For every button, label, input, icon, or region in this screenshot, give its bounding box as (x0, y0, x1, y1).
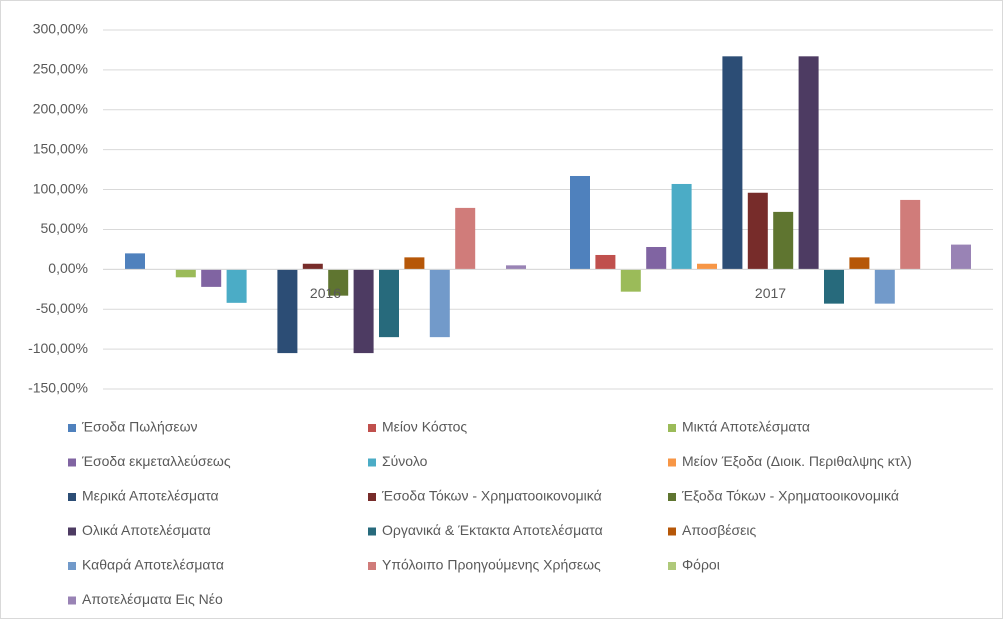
legend-swatch (368, 424, 376, 432)
y-tick-label: 250,00% (33, 61, 88, 77)
legend-label: Έσοδα εκμεταλλεύσεως (81, 453, 231, 469)
legend-label: Αποτελέσματα Εις Νέο (82, 591, 223, 607)
bar (697, 263, 717, 270)
bar (849, 257, 870, 270)
y-tick-label: -50,00% (36, 300, 88, 316)
bar (277, 269, 298, 354)
bar (824, 269, 844, 304)
bar (595, 254, 616, 270)
bar (125, 253, 145, 270)
y-tick-label: -150,00% (28, 380, 88, 396)
legend-label: Αποσβέσεις (682, 522, 757, 538)
legend-label: Καθαρά Αποτελέσματα (82, 557, 224, 573)
bar (175, 269, 196, 278)
legend-label: Έσοδα Τόκων - Χρηματοοικονομικά (381, 488, 602, 504)
legend-swatch (668, 527, 676, 536)
bar (798, 56, 819, 270)
legend-label: Ολικά Αποτελέσματα (82, 522, 211, 538)
legend-label: Σύνολο (382, 453, 428, 469)
bar (353, 269, 374, 354)
y-tick-label: 100,00% (33, 180, 88, 196)
y-tick-label: 200,00% (33, 100, 88, 116)
legend-swatch (68, 527, 76, 536)
legend-swatch (668, 424, 676, 432)
bar (570, 175, 590, 270)
legend-swatch (368, 458, 376, 467)
bar (328, 269, 349, 296)
bar (671, 183, 692, 270)
legend-swatch (68, 458, 76, 467)
legend-swatch (68, 493, 76, 501)
legend-swatch (368, 493, 376, 501)
bar (620, 269, 641, 292)
bar (646, 246, 667, 270)
legend-label: Έξοδα Τόκων - Χρηματοοικονομικά (681, 488, 899, 504)
bar (226, 269, 247, 303)
bar (900, 199, 921, 270)
bar (429, 269, 450, 338)
bar (951, 244, 971, 270)
legend-label: Μείον Κόστος (382, 419, 467, 435)
bar (722, 56, 743, 270)
legend-swatch (668, 562, 676, 570)
bar (874, 269, 895, 304)
bar (404, 257, 425, 270)
legend-swatch (668, 493, 676, 501)
legend-swatch (368, 527, 376, 536)
bar (201, 269, 222, 287)
x-tick-label: 2017 (755, 285, 786, 301)
legend-label: Έσοδα Πωλήσεων (81, 419, 198, 435)
y-tick-label: 150,00% (33, 140, 88, 156)
y-tick-label: 300,00% (33, 21, 88, 37)
bar (379, 269, 399, 338)
legend-label: Οργανικά & Έκτακτα Αποτελέσματα (382, 522, 603, 538)
legend-swatch (68, 596, 76, 605)
bar (455, 207, 476, 270)
legend-label: Μικτά Αποτελέσματα (682, 419, 810, 435)
legend-swatch (668, 458, 676, 467)
legend-swatch (68, 562, 76, 570)
bar (747, 192, 768, 270)
bar (506, 265, 526, 270)
legend-label: Μείον Έξοδα (Διοικ. Περιθαλψης κτλ) (682, 453, 912, 469)
y-tick-label: 0,00% (48, 260, 88, 276)
x-tick-label: 2016 (310, 285, 341, 301)
legend-swatch (68, 424, 76, 432)
legend-label: Υπόλοιπο Προηγούμενης Χρήσεως (382, 557, 601, 573)
legend-label: Φόροι (682, 557, 720, 573)
bar (773, 211, 794, 270)
bar (302, 263, 323, 270)
y-tick-label: 50,00% (41, 220, 88, 236)
legend-label: Μερικά Αποτελέσματα (82, 488, 219, 504)
legend-swatch (368, 562, 376, 570)
y-tick-label: -100,00% (28, 340, 88, 356)
